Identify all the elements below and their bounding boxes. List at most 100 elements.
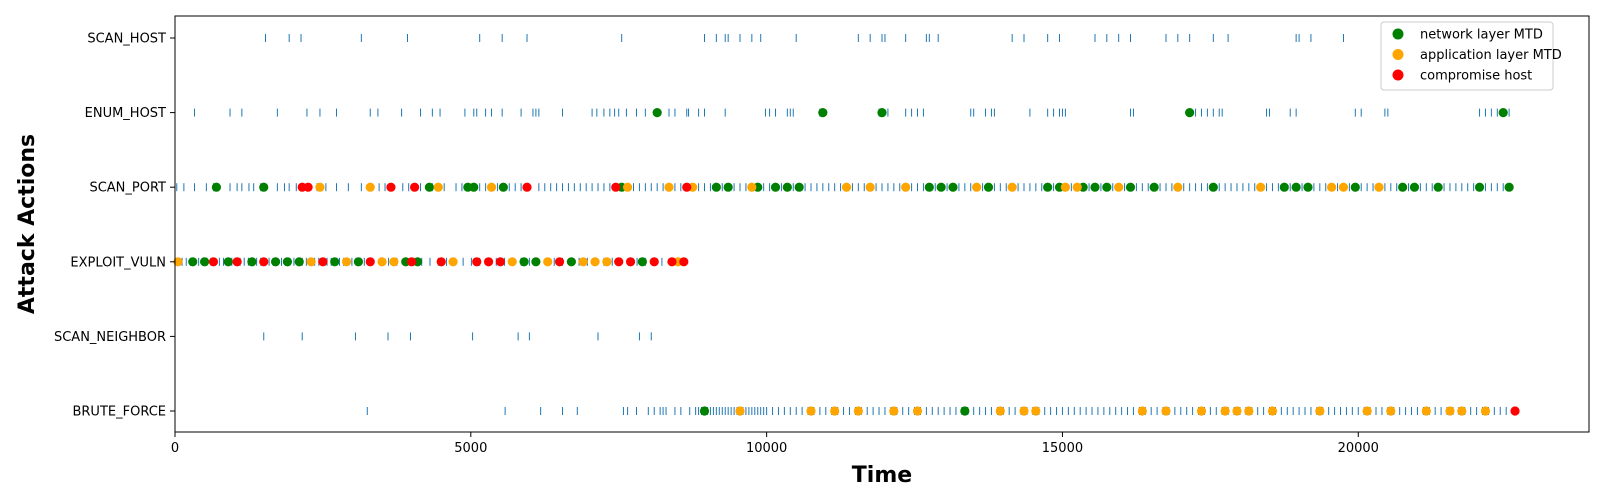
event-point (625, 257, 636, 267)
event-point (972, 182, 982, 192)
event-point (747, 182, 757, 192)
event-point (1031, 406, 1041, 416)
event-point (1185, 108, 1195, 118)
event-point (318, 257, 328, 267)
event-point (554, 257, 565, 267)
x-tick-label: 0 (171, 441, 179, 456)
mtd-event-points (173, 108, 1520, 416)
event-point (330, 257, 340, 267)
event-point (1196, 406, 1207, 416)
y-axis-title: Attack Actions (15, 134, 40, 314)
event-point (1303, 182, 1313, 192)
event-point (770, 182, 781, 192)
event-point (294, 257, 304, 267)
event-point (1267, 406, 1278, 416)
legend-marker (1392, 69, 1404, 81)
event-point (1480, 406, 1491, 416)
event-point (1090, 182, 1100, 192)
event-point (1256, 182, 1266, 192)
event-point (259, 182, 269, 192)
event-point (578, 257, 588, 267)
event-point (566, 257, 576, 267)
event-point (341, 257, 352, 267)
y-tick-label: ENUM_HOST (85, 106, 166, 121)
event-point (522, 182, 532, 192)
event-point (436, 257, 446, 267)
event-point (794, 182, 804, 192)
y-tick-label: EXPLOIT_VULN (70, 255, 166, 270)
event-point (667, 257, 677, 267)
event-point (1149, 182, 1159, 192)
event-point (912, 406, 923, 416)
legend-marker (1392, 49, 1404, 60)
x-tick-label: 20000 (1338, 441, 1379, 456)
event-point (637, 257, 647, 267)
event-point (365, 257, 375, 267)
event-point (622, 182, 633, 192)
event-point (818, 108, 828, 118)
event-point (270, 257, 281, 267)
event-point (306, 257, 316, 267)
event-point (531, 257, 541, 267)
event-point (590, 257, 600, 267)
event-point (1114, 182, 1124, 192)
event-point (853, 406, 863, 416)
event-point (469, 182, 479, 192)
event-point (303, 182, 313, 192)
event-point (711, 182, 721, 192)
event-point (495, 257, 505, 267)
x-tick-label: 15000 (1042, 441, 1083, 456)
event-point (995, 406, 1005, 416)
event-point (1291, 182, 1301, 192)
event-point (1161, 406, 1171, 416)
event-point (1498, 108, 1508, 118)
event-point (830, 406, 840, 416)
event-point (1007, 182, 1017, 192)
event-point (486, 182, 497, 192)
event-point (424, 182, 435, 192)
legend: network layer MTD application layer MTD co… (1380, 21, 1562, 91)
event-point (960, 406, 970, 416)
event-point (377, 257, 387, 267)
event-point (865, 182, 875, 192)
event-point (199, 257, 210, 267)
legend-label: application layer MTD (1420, 48, 1562, 63)
event-point (1019, 406, 1029, 416)
event-point (519, 257, 529, 267)
event-point (1125, 182, 1136, 192)
event-point (1374, 182, 1384, 192)
event-point (699, 406, 710, 416)
event-point (1474, 182, 1485, 192)
legend-marker (1392, 28, 1404, 40)
event-point (498, 182, 508, 192)
event-point (1457, 406, 1467, 416)
event-point (1398, 182, 1408, 192)
event-point (282, 257, 293, 267)
event-point (223, 257, 233, 267)
event-point (1409, 182, 1420, 192)
event-point (208, 257, 219, 267)
event-point (1173, 182, 1183, 192)
event-point (1433, 182, 1443, 192)
event-point (1338, 182, 1349, 192)
event-point (948, 182, 958, 192)
event-point (1279, 182, 1289, 192)
event-point (614, 257, 624, 267)
event-point (386, 182, 396, 192)
x-axis-title: Time (852, 463, 912, 488)
event-point (782, 182, 792, 192)
event-point (211, 182, 222, 192)
event-point (1327, 182, 1337, 192)
event-point (664, 182, 674, 192)
event-point (841, 182, 852, 192)
event-point (652, 108, 662, 118)
event-point (315, 182, 325, 192)
event-point (1072, 182, 1082, 192)
event-point (682, 182, 692, 192)
x-tick-label: 5000 (454, 441, 487, 456)
event-point (353, 257, 364, 267)
event-point (410, 182, 420, 192)
y-tick-label: BRUTE_FORCE (72, 405, 166, 420)
event-point (433, 182, 443, 192)
